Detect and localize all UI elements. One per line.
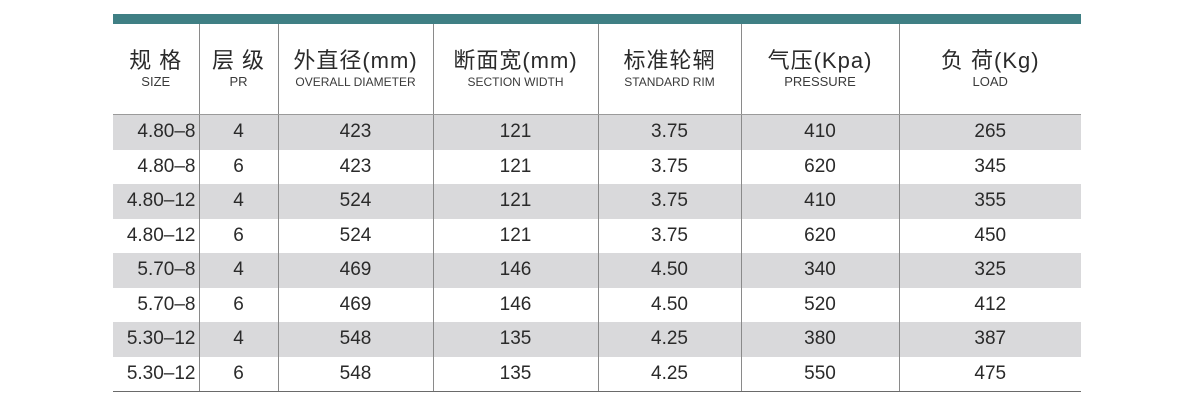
table-body: 4.80–8 4 423 121 3.75 410 265 4.80–8 6 423 121 3.75… [113, 114, 1081, 392]
header-ply-rating: 层 级 PR [198, 24, 278, 115]
table-row: 5.30–12 6 548 135 4.25 550 475 [113, 356, 1081, 392]
overall-diameter-cell: 524 [277, 184, 433, 219]
ply-rating-cell: 4 [198, 114, 278, 150]
pressure-cell: 550 [740, 356, 899, 392]
overall-diameter-cell: 469 [277, 253, 433, 288]
standard-rim-cell: 4.50 [597, 253, 741, 288]
table-row: 4.80–12 6 524 121 3.75 620 450 [113, 218, 1081, 253]
load-cell: 345 [898, 149, 1081, 184]
overall-diameter-cell: 548 [277, 322, 433, 357]
header-row: 规 格 SIZE 层 级 PR 外直径(mm) OVERALL DIAMETER… [113, 24, 1081, 115]
header-overall-diameter-en: OVERALL DIAMETER [295, 74, 416, 89]
ply-rating-cell: 6 [198, 149, 278, 184]
ply-rating-cell: 4 [198, 322, 278, 357]
standard-rim-cell: 3.75 [597, 184, 741, 219]
pressure-cell: 520 [740, 287, 899, 322]
table-row: 5.70–8 4 469 146 4.50 340 325 [113, 253, 1081, 288]
header-overall-diameter: 外直径(mm) OVERALL DIAMETER [277, 24, 433, 115]
header-load-en: LOAD [972, 73, 1008, 89]
tire-spec-table: 规 格 SIZE 层 级 PR 外直径(mm) OVERALL DIAMETER… [113, 24, 1081, 392]
load-cell: 355 [898, 184, 1081, 219]
section-width-cell: 135 [432, 356, 598, 392]
size-cell: 4.80–12 [113, 184, 199, 219]
section-width-cell: 146 [432, 253, 598, 288]
pressure-cell: 620 [740, 149, 899, 184]
header-pressure-en: PRESSURE [784, 73, 856, 89]
size-cell: 4.80–12 [126, 224, 196, 246]
overall-diameter-cell: 548 [277, 356, 433, 392]
header-standard-rim-en: STANDARD RIM [624, 74, 715, 89]
ply-rating-cell: 4 [198, 253, 278, 288]
load-cell: 325 [898, 253, 1081, 288]
size-cell: 5.30–12 [113, 356, 199, 392]
size-cell: 5.70–8 [113, 253, 199, 288]
table-row: 4.80–8 6 423 121 3.75 620 345 [113, 149, 1081, 184]
size-cell: 4.80–8 [137, 155, 196, 177]
load-cell: 412 [898, 287, 1081, 322]
standard-rim-cell: 4.25 [597, 322, 741, 357]
header-ply-rating-cn: 层 级 [211, 47, 266, 73]
header-section-width-en: SECTION WIDTH [467, 74, 564, 89]
pressure-cell: 620 [740, 218, 899, 253]
ply-rating-cell: 6 [198, 356, 278, 392]
load-cell: 265 [898, 114, 1081, 150]
section-width-cell: 121 [432, 184, 598, 219]
pressure-cell: 410 [740, 114, 899, 150]
standard-rim-cell: 4.50 [597, 287, 741, 322]
header-load-cn: 负 荷(Kg) [940, 47, 1040, 73]
header-accent-bar [113, 14, 1081, 24]
ply-rating-cell: 6 [198, 287, 278, 322]
ply-rating-cell: 4 [198, 184, 278, 219]
standard-rim-cell: 3.75 [597, 114, 741, 150]
header-load: 负 荷(Kg) LOAD [898, 24, 1081, 115]
overall-diameter-cell: 524 [277, 218, 433, 253]
size-cell: 5.70–8 [137, 293, 196, 315]
ply-rating-cell: 6 [198, 218, 278, 253]
section-width-cell: 146 [432, 287, 598, 322]
table-row: 4.80–8 4 423 121 3.75 410 265 [113, 114, 1081, 150]
section-width-cell: 135 [432, 322, 598, 357]
header-standard-rim: 标准轮辋 STANDARD RIM [597, 24, 741, 115]
pressure-cell: 340 [740, 253, 899, 288]
header-pressure-cn: 气压(Kpa) [767, 47, 873, 73]
standard-rim-cell: 4.25 [597, 356, 741, 392]
pressure-cell: 410 [740, 184, 899, 219]
section-width-cell: 121 [432, 218, 598, 253]
header-size: 规 格 SIZE [113, 24, 199, 115]
header-size-cn: 规 格 [129, 47, 183, 73]
load-cell: 475 [898, 356, 1081, 392]
overall-diameter-cell: 423 [277, 149, 433, 184]
overall-diameter-cell: 423 [277, 114, 433, 150]
load-cell: 450 [898, 218, 1081, 253]
table-row: 5.70–8 6 469 146 4.50 520 412 [113, 287, 1081, 322]
header-pressure: 气压(Kpa) PRESSURE [740, 24, 899, 115]
header-section-width-cn: 断面宽(mm) [453, 47, 578, 73]
size-cell: 5.30–12 [113, 322, 199, 357]
header-section-width: 断面宽(mm) SECTION WIDTH [432, 24, 598, 115]
header-standard-rim-cn: 标准轮辋 [623, 47, 716, 73]
table-row: 5.30–12 4 548 135 4.25 380 387 [113, 322, 1081, 357]
header-overall-diameter-cn: 外直径(mm) [293, 47, 418, 73]
header-size-en: SIZE [141, 73, 171, 89]
load-cell: 387 [898, 322, 1081, 357]
overall-diameter-cell: 469 [277, 287, 433, 322]
standard-rim-cell: 3.75 [597, 149, 741, 184]
header-ply-rating-en: PR [229, 73, 248, 89]
section-width-cell: 121 [432, 114, 598, 150]
section-width-cell: 121 [432, 149, 598, 184]
table-row: 4.80–12 4 524 121 3.75 410 355 [113, 184, 1081, 219]
pressure-cell: 380 [740, 322, 899, 357]
size-cell: 4.80–8 [113, 114, 199, 150]
standard-rim-cell: 3.75 [597, 218, 741, 253]
